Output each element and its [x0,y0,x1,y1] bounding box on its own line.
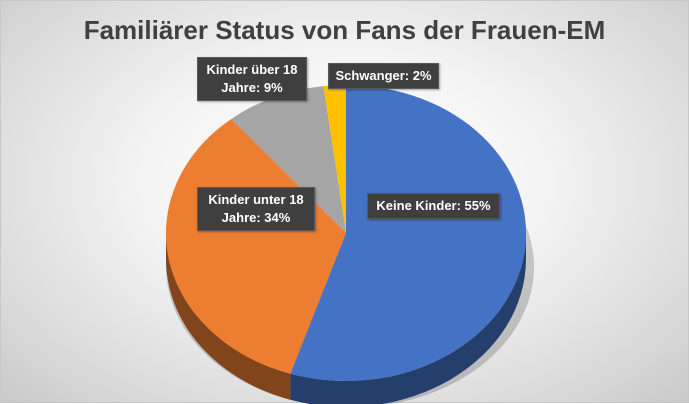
data-label-text: Kinder über 18 Jahre: 9% [206,62,298,95]
data-label-text: Kinder unter 18 Jahre: 34% [208,192,304,225]
data-label-kinder-unter-18-jahre: Kinder unter 18 Jahre: 34% [197,187,315,231]
data-label-text: Schwanger: 2% [335,68,432,83]
data-label-text: Keine Kinder: 55% [376,198,491,213]
data-label-kinder-ber-18-jahre: Kinder über 18 Jahre: 9% [197,57,307,101]
chart-title: Familiärer Status von Fans der Frauen-EM [83,15,606,45]
pie-side-walls [166,233,526,404]
pie-slice-schwanger [323,85,346,233]
pie-side-kinder-unter-18-jahre [166,233,291,400]
pie-side-keine-kinder [290,233,526,404]
pie-slice-kinder-unter-18-jahre [165,118,346,374]
data-label-keine-kinder: Keine Kinder: 55% [367,193,500,219]
pie-slices [165,85,526,381]
data-label-schwanger: Schwanger: 2% [328,63,439,89]
pie-slice-keine-kinder [290,85,526,381]
pie-slice-kinder-ber-18-jahre [231,86,346,233]
